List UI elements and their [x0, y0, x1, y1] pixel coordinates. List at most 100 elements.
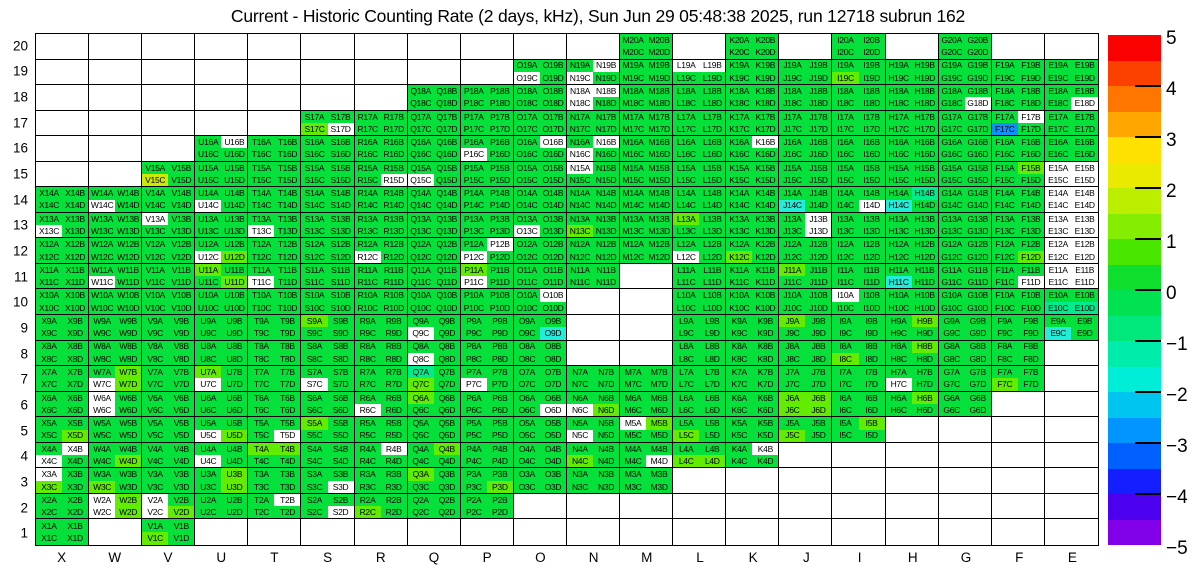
detector-cell-X19: [36, 59, 90, 86]
detector-cell-E14: E14A E14B E14C E14D: [1044, 187, 1098, 213]
channel-L5B: L5B: [699, 417, 726, 430]
channel-H9D: H9D: [911, 327, 938, 340]
detector-cell-J5: J5A J5B J5C J5D: [779, 417, 833, 443]
channel-T6B: T6B: [274, 391, 301, 404]
detector-cell-N16: N16A N16B N16C N16D: [566, 136, 621, 162]
channel-R15D: R15D: [380, 174, 407, 187]
channel-L9C: L9C: [673, 327, 700, 340]
channel-P11C: P11C: [460, 276, 487, 289]
channel-Q7D: Q7D: [433, 378, 460, 391]
channel-P9A: P9A: [460, 315, 487, 328]
channel-P10B: P10B: [486, 289, 513, 302]
channel-V9A: V9A: [142, 315, 169, 328]
channel-V7C: V7C: [142, 378, 169, 391]
channel-P16A: P16A: [460, 136, 487, 149]
channel-Q14D: Q14D: [433, 199, 460, 212]
detector-cell-H7: H7A H7B H7C H7D: [885, 366, 939, 392]
y-tick-6: 6: [20, 397, 28, 413]
channel-Q12C: Q12C: [407, 250, 434, 263]
detector-cell-S3: S3A S3B S3C S3D: [301, 468, 355, 494]
colorbar-band-3: [1108, 111, 1161, 137]
channel-E9A: E9A: [1044, 315, 1072, 328]
channel-P2C: P2C: [460, 506, 487, 519]
channel-E12D: E12D: [1071, 250, 1098, 263]
detector-cell-W7: W7A W7B W7C W7D: [89, 366, 143, 392]
channel-T16A: T16A: [248, 136, 275, 149]
channel-W13C: W13C: [89, 225, 116, 238]
channel-F16D: F16D: [1017, 148, 1044, 161]
channel-J12A: J12A: [779, 238, 806, 251]
detector-cell-I16: I16A I16B I16C I16D: [832, 136, 886, 162]
channel-T13A: T13A: [248, 212, 275, 226]
channel-S7B: S7B: [327, 366, 354, 379]
channel-W12D: W12D: [115, 250, 142, 263]
channel-J17C: J17C: [779, 122, 806, 136]
channel-O14C: O14C: [513, 199, 540, 212]
channel-T5C: T5C: [248, 429, 275, 442]
channel-W2D: W2D: [115, 506, 142, 519]
detector-cell-H18: H18A H18B H18C H18D: [885, 85, 939, 111]
channel-T10D: T10D: [274, 301, 301, 315]
channel-R2C: R2C: [354, 506, 381, 519]
channel-T2A: T2A: [248, 493, 275, 507]
detector-cell-L18: L18A L18B L18C L18D: [673, 85, 727, 111]
channel-M12C: M12C: [620, 250, 647, 263]
channel-X11D: X11D: [62, 276, 89, 289]
channel-O13A: O13A: [513, 212, 540, 226]
channel-X11B: X11B: [62, 263, 89, 277]
channel-R12D: R12D: [380, 250, 407, 263]
detector-cell-W19: [89, 59, 143, 86]
channel-M16C: M16C: [620, 148, 647, 161]
channel-O13C: O13C: [513, 225, 540, 238]
channel-Q7C: Q7C: [407, 378, 434, 391]
channel-J19C: J19C: [779, 71, 806, 85]
channel-N19A: N19A: [566, 59, 594, 72]
x-tick-S: S: [323, 550, 333, 565]
channel-P8A: P8A: [460, 340, 487, 353]
detector-cell-P4: P4A P4B P4C P4D: [460, 442, 514, 469]
channel-X3D: X3D: [62, 480, 89, 493]
channel-U8A: U8A: [195, 340, 222, 353]
channel-M12B: M12B: [646, 238, 673, 251]
channel-V10B: V10B: [168, 289, 195, 302]
channel-Q15C: Q15C: [407, 174, 434, 187]
x-tick-R: R: [375, 550, 386, 565]
channel-R5A: R5A: [354, 417, 381, 430]
channel-M3C: M3C: [620, 480, 647, 493]
detector-cell-W3: W3A W3B W3C W3D: [89, 468, 143, 494]
channel-R7D: R7D: [380, 378, 407, 391]
channel-W4D: W4D: [115, 455, 142, 468]
detector-cell-M16: M16A M16B M16C M16D: [620, 136, 674, 162]
detector-cell-J3: [779, 468, 833, 494]
channel-F9C: F9C: [991, 327, 1018, 340]
channel-W10C: W10C: [89, 301, 116, 315]
channel-Q14B: Q14B: [433, 187, 460, 200]
detector-cell-S4: S4A S4B S4C S4D: [301, 442, 355, 469]
detector-cell-L9: L9A L9B L9C L9D: [673, 315, 727, 341]
detector-cell-H9: H9A H9B H9C H9D: [885, 315, 939, 341]
detector-cell-W17: [89, 110, 143, 137]
detector-cell-V11: V11A V11B V11C V11D: [142, 263, 196, 290]
channel-O12D: O12D: [539, 250, 566, 263]
detector-cell-L14: L14A L14B L14C L14D: [673, 187, 727, 213]
channel-O16A: O16A: [513, 136, 540, 149]
channel-I17C: I17C: [832, 122, 859, 136]
channel-V8A: V8A: [142, 340, 169, 353]
channel-O9C: O9C: [513, 327, 540, 340]
detector-cell-J8: J8A J8B J8C J8D: [779, 340, 833, 367]
detector-cell-K13: K13A K13B K13C K13D: [726, 212, 780, 239]
channel-R10D: R10D: [380, 301, 407, 315]
detector-cell-O6: O6A O6B O6C O6D: [513, 391, 567, 418]
channel-G17D: G17D: [964, 122, 991, 136]
detector-cell-I7: I7A I7B I7C I7D: [832, 366, 886, 392]
channel-S6C: S6C: [301, 403, 328, 417]
channel-N5B: N5B: [593, 417, 620, 430]
channel-Q2A: Q2A: [407, 493, 434, 507]
channel-F12D: F12D: [1017, 250, 1044, 263]
detector-cell-R5: R5A R5B R5C R5D: [354, 417, 408, 443]
channel-S13D: S13D: [327, 225, 354, 238]
channel-P18D: P18D: [486, 97, 513, 110]
channel-F19A: F19A: [991, 59, 1018, 72]
channel-I10B: I10B: [858, 289, 885, 302]
channel-S7D: S7D: [327, 378, 354, 391]
